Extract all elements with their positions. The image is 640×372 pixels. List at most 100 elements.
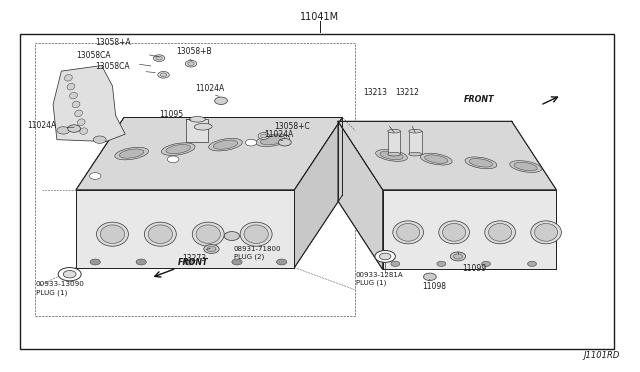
Text: 11099: 11099 bbox=[462, 264, 486, 273]
Circle shape bbox=[454, 254, 463, 259]
Circle shape bbox=[161, 73, 167, 77]
Ellipse shape bbox=[484, 221, 515, 244]
Text: PLUG (2): PLUG (2) bbox=[234, 253, 264, 260]
Ellipse shape bbox=[65, 74, 72, 81]
Ellipse shape bbox=[409, 129, 422, 133]
Ellipse shape bbox=[534, 224, 557, 241]
Text: FRONT: FRONT bbox=[464, 96, 494, 105]
Ellipse shape bbox=[75, 110, 83, 117]
Text: 11024A: 11024A bbox=[264, 130, 293, 140]
Circle shape bbox=[154, 55, 165, 61]
Text: J1101RD: J1101RD bbox=[584, 351, 620, 360]
Circle shape bbox=[437, 261, 446, 266]
Ellipse shape bbox=[148, 225, 173, 243]
Ellipse shape bbox=[393, 221, 424, 244]
Text: 11041M: 11041M bbox=[300, 12, 340, 22]
Circle shape bbox=[168, 156, 179, 163]
Ellipse shape bbox=[256, 134, 289, 147]
Circle shape bbox=[214, 97, 227, 105]
Ellipse shape bbox=[509, 161, 541, 173]
Text: 11095: 11095 bbox=[159, 110, 183, 119]
Polygon shape bbox=[77, 127, 346, 193]
Ellipse shape bbox=[72, 101, 80, 108]
Text: 11024A: 11024A bbox=[195, 84, 225, 93]
Ellipse shape bbox=[388, 129, 401, 133]
Text: 00933-1281A: 00933-1281A bbox=[356, 272, 403, 278]
Text: 13058CA: 13058CA bbox=[76, 51, 111, 60]
Text: 13212: 13212 bbox=[396, 88, 419, 97]
Text: 00933-13090: 00933-13090 bbox=[36, 281, 84, 287]
Ellipse shape bbox=[189, 116, 205, 122]
Ellipse shape bbox=[70, 92, 77, 99]
Circle shape bbox=[258, 133, 269, 139]
Polygon shape bbox=[186, 119, 208, 141]
Ellipse shape bbox=[80, 128, 88, 134]
Circle shape bbox=[451, 252, 466, 261]
Text: FRONT: FRONT bbox=[178, 258, 209, 267]
Polygon shape bbox=[338, 121, 556, 190]
Circle shape bbox=[527, 261, 536, 266]
Text: 11024A: 11024A bbox=[28, 122, 57, 131]
Ellipse shape bbox=[120, 149, 144, 158]
Text: 13273: 13273 bbox=[182, 254, 207, 263]
Polygon shape bbox=[388, 131, 401, 154]
Ellipse shape bbox=[380, 151, 403, 160]
Ellipse shape bbox=[161, 143, 195, 155]
Ellipse shape bbox=[388, 152, 401, 156]
Circle shape bbox=[278, 138, 291, 146]
Ellipse shape bbox=[145, 222, 176, 246]
Circle shape bbox=[224, 232, 239, 240]
Ellipse shape bbox=[465, 157, 497, 169]
Text: 13058+A: 13058+A bbox=[95, 38, 131, 48]
Ellipse shape bbox=[420, 153, 452, 165]
Ellipse shape bbox=[194, 124, 212, 130]
Circle shape bbox=[90, 259, 100, 265]
Ellipse shape bbox=[531, 221, 561, 244]
Ellipse shape bbox=[166, 145, 191, 154]
Circle shape bbox=[375, 250, 396, 262]
Ellipse shape bbox=[244, 225, 268, 243]
Ellipse shape bbox=[397, 224, 420, 241]
Text: PLUG (1): PLUG (1) bbox=[356, 280, 386, 286]
Polygon shape bbox=[294, 118, 342, 267]
Circle shape bbox=[156, 56, 163, 60]
Polygon shape bbox=[409, 131, 422, 154]
Text: 13213: 13213 bbox=[364, 88, 387, 97]
Ellipse shape bbox=[240, 222, 272, 246]
Text: 08931-71800: 08931-71800 bbox=[234, 246, 282, 252]
Ellipse shape bbox=[115, 147, 148, 160]
Circle shape bbox=[204, 244, 219, 253]
Circle shape bbox=[481, 261, 490, 266]
Circle shape bbox=[93, 136, 106, 143]
Ellipse shape bbox=[100, 225, 125, 243]
Ellipse shape bbox=[469, 158, 493, 167]
Circle shape bbox=[68, 125, 81, 132]
Ellipse shape bbox=[192, 222, 224, 246]
Ellipse shape bbox=[514, 162, 537, 171]
Polygon shape bbox=[76, 118, 342, 190]
Polygon shape bbox=[76, 190, 294, 267]
Circle shape bbox=[185, 60, 196, 67]
Circle shape bbox=[380, 253, 391, 260]
Text: PLUG (1): PLUG (1) bbox=[36, 289, 67, 296]
Ellipse shape bbox=[443, 224, 466, 241]
Ellipse shape bbox=[488, 224, 511, 241]
Ellipse shape bbox=[77, 119, 85, 126]
Text: 13058CA: 13058CA bbox=[95, 62, 130, 71]
Polygon shape bbox=[338, 121, 383, 269]
Ellipse shape bbox=[409, 152, 422, 156]
Ellipse shape bbox=[260, 136, 285, 145]
Polygon shape bbox=[383, 190, 556, 269]
Circle shape bbox=[63, 270, 76, 278]
Circle shape bbox=[232, 259, 242, 265]
Text: 11098: 11098 bbox=[422, 282, 446, 291]
Polygon shape bbox=[53, 65, 125, 141]
Circle shape bbox=[90, 173, 101, 179]
Circle shape bbox=[245, 139, 257, 146]
Ellipse shape bbox=[196, 225, 220, 243]
Circle shape bbox=[57, 127, 70, 134]
Circle shape bbox=[207, 246, 216, 251]
Ellipse shape bbox=[213, 140, 237, 149]
Text: 13058+C: 13058+C bbox=[274, 122, 310, 131]
Circle shape bbox=[188, 62, 194, 65]
